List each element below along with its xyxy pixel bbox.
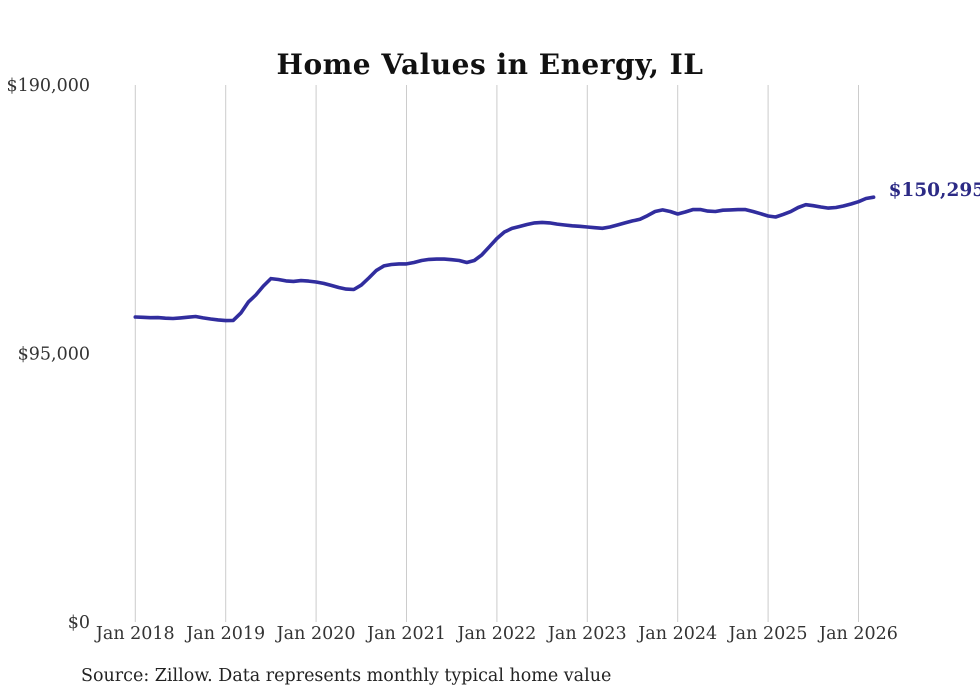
x-tick-label: Jan 2026 xyxy=(817,624,898,644)
end-value-label: $150,295 xyxy=(889,180,980,201)
value-line xyxy=(133,195,876,323)
x-tick-label: Jan 2021 xyxy=(365,624,446,644)
x-tick-label: Jan 2023 xyxy=(546,624,627,644)
y-tick-label: $190,000 xyxy=(6,76,90,96)
x-tick-label: Jan 2019 xyxy=(184,624,265,644)
chart-title: Home Values in Energy, IL xyxy=(276,47,704,81)
x-tick-label: Jan 2018 xyxy=(94,624,175,644)
y-tick-label: $95,000 xyxy=(18,345,90,365)
x-tick-label: Jan 2022 xyxy=(455,624,536,644)
x-tick-label: Jan 2025 xyxy=(727,624,808,644)
y-tick-label: $0 xyxy=(68,613,90,633)
x-tick-label: Jan 2024 xyxy=(636,624,717,644)
source-note: Source: Zillow. Data represents monthly … xyxy=(81,666,612,686)
x-tick-label: Jan 2020 xyxy=(275,624,356,644)
